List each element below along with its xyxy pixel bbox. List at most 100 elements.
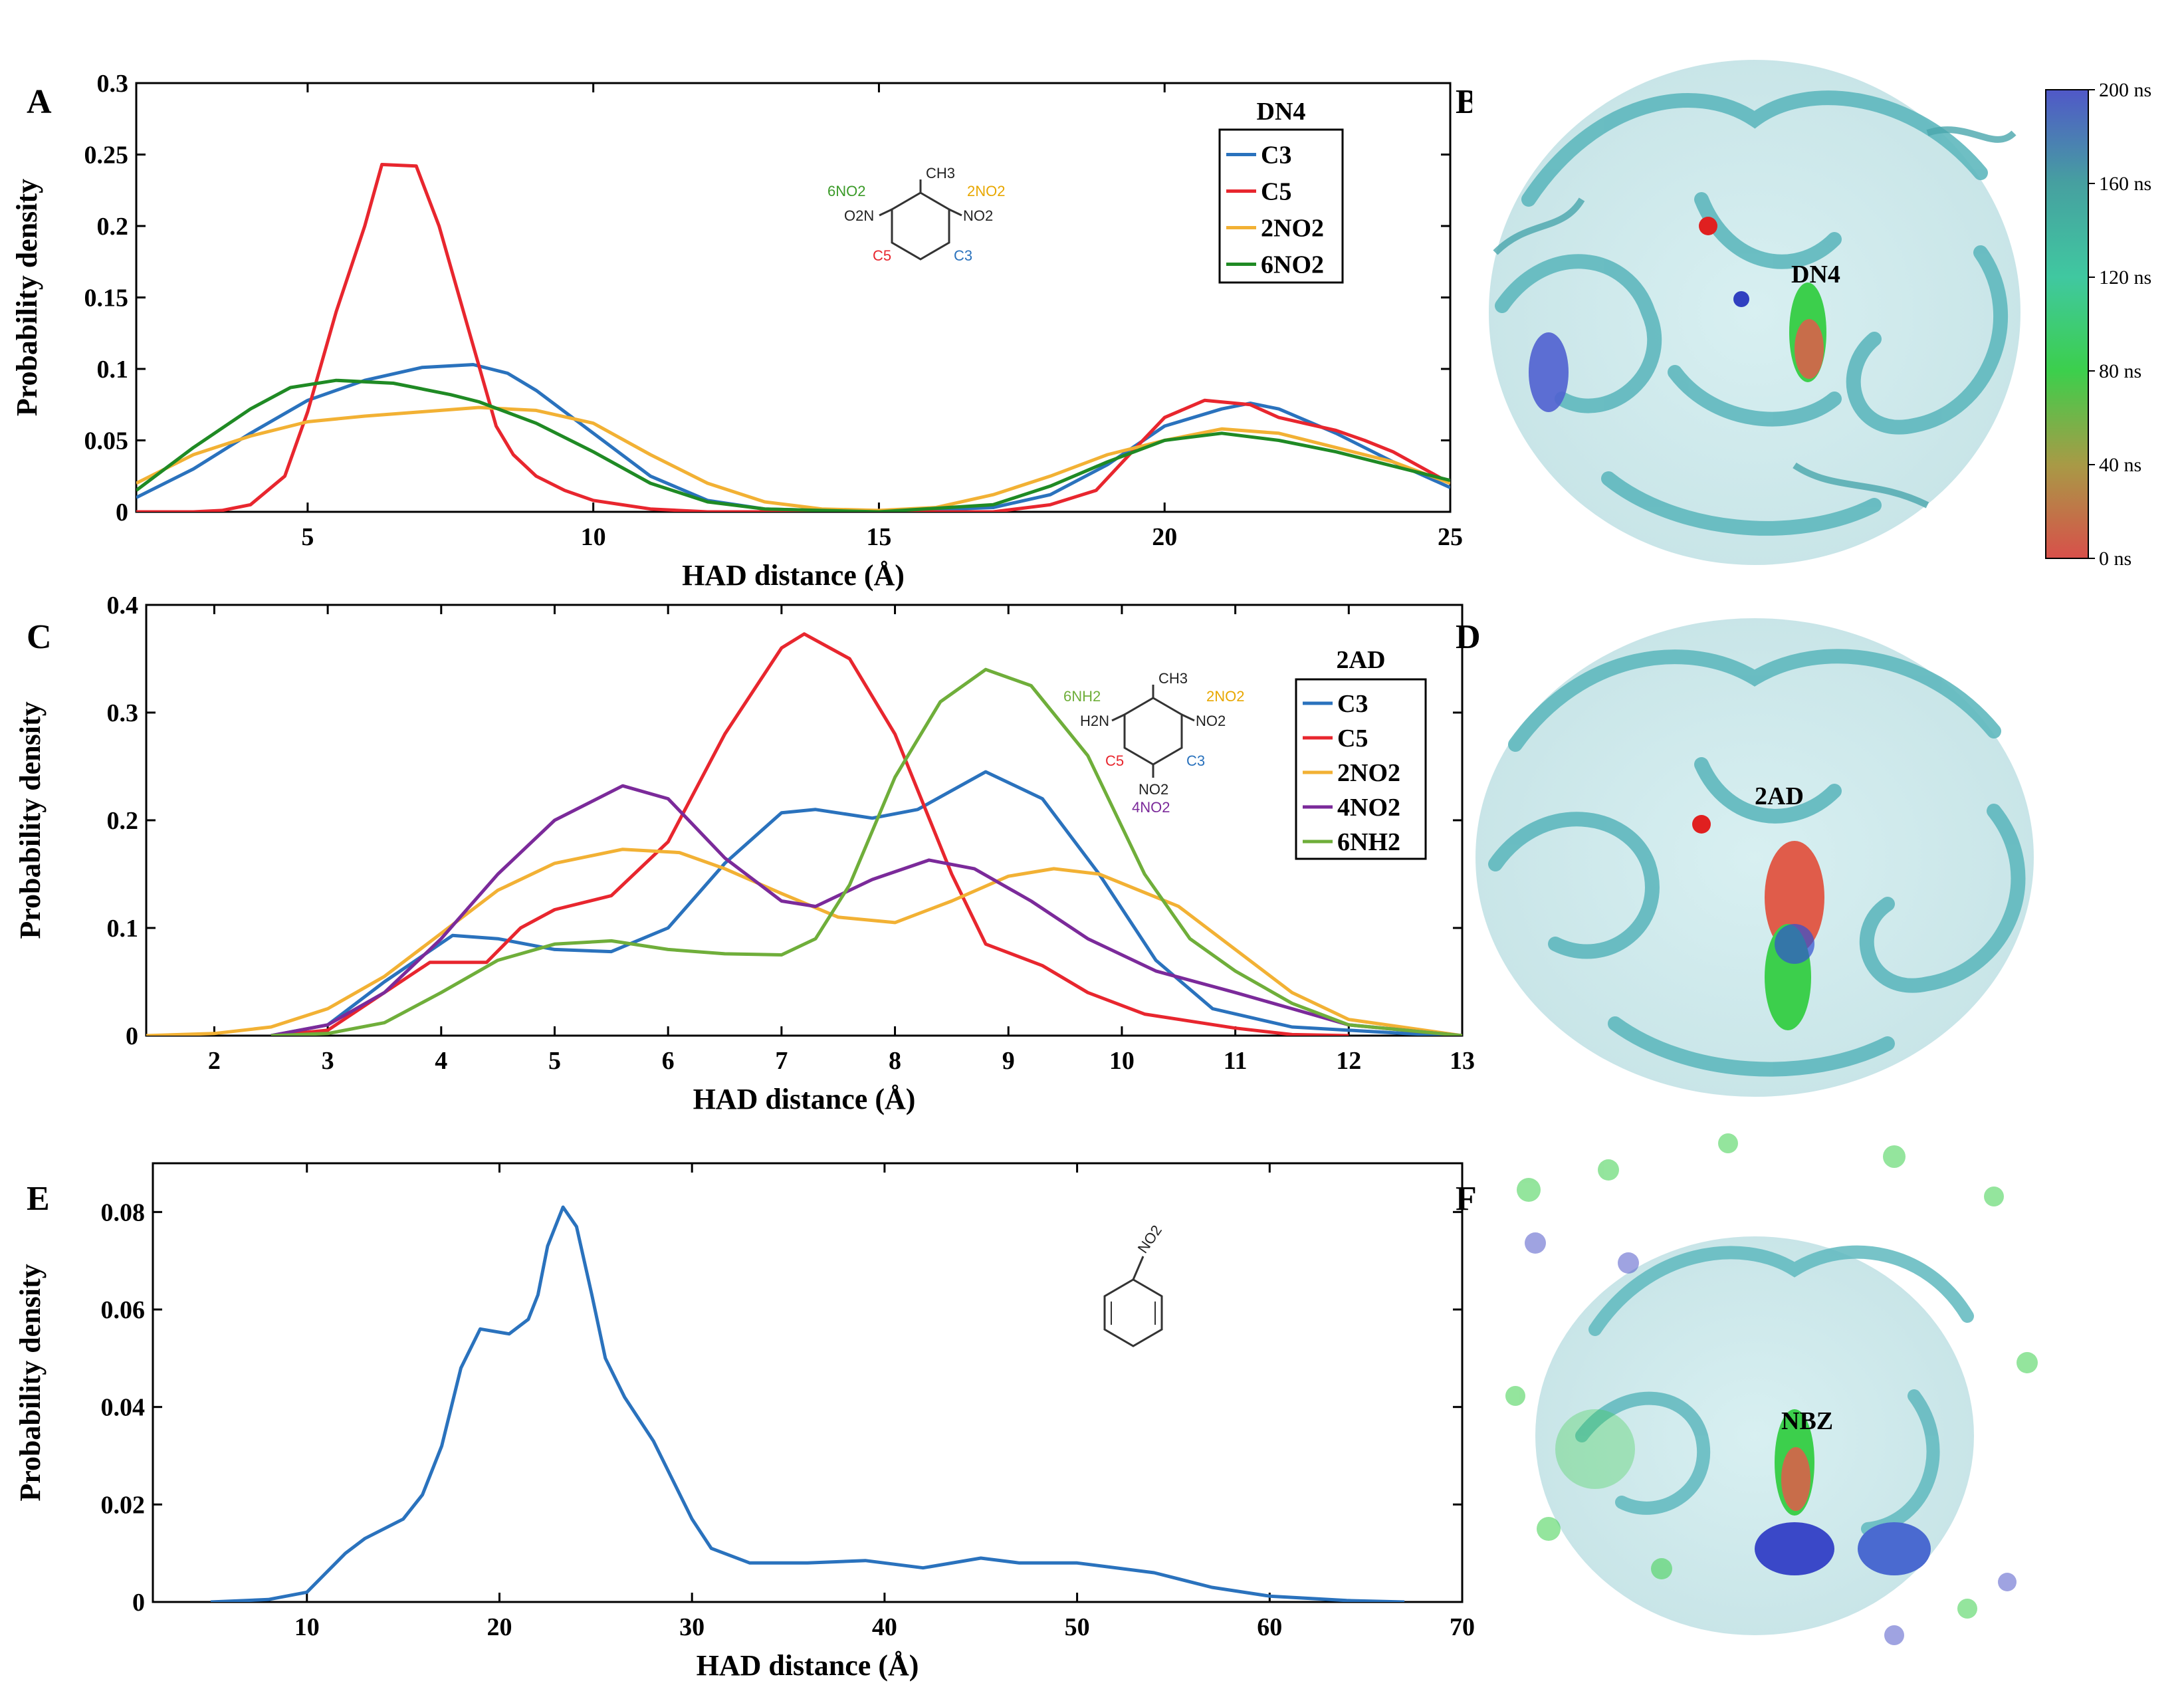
y-tick-label: 0.04 xyxy=(101,1394,146,1422)
molecule-structure-c: CH3 NO2 2NO2 H2N 6NH2 C5 C3 NO2 4NO2 xyxy=(1063,670,1244,816)
x-tick-label: 12 xyxy=(1336,1047,1361,1075)
ligand-label-dn4: DN4 xyxy=(1791,261,1840,288)
x-tick-label: 20 xyxy=(487,1613,512,1641)
x-tick-label: 15 xyxy=(866,523,891,551)
mol-a-6no2: 6NO2 xyxy=(827,183,865,199)
legend-entry: C5 xyxy=(1337,725,1368,752)
y-tick-label: 0.3 xyxy=(107,699,139,727)
series-line-nbz xyxy=(210,1205,1405,1602)
legend-box xyxy=(1295,678,1427,860)
legend-entry: C5 xyxy=(1261,178,1291,206)
x-tick-label: 25 xyxy=(1438,523,1463,551)
legend-entry: 2NO2 xyxy=(1261,215,1324,243)
y-tick-label: 0.4 xyxy=(107,592,139,620)
panel-label-c: C xyxy=(27,618,52,656)
molecule-structure-e: NO2 xyxy=(1103,1222,1165,1347)
mol-c-4no2: 4NO2 xyxy=(1132,799,1170,816)
mol-c-h2n: H2N xyxy=(1080,713,1109,729)
series-line-c5 xyxy=(136,163,1450,512)
x-tick-label: 6 xyxy=(662,1047,675,1075)
colorbar-tick-label: 200 ns xyxy=(2099,79,2151,101)
series-line-c3 xyxy=(271,770,1462,1036)
mol-e-no2: NO2 xyxy=(1135,1222,1165,1256)
y-tick-label: 0.3 xyxy=(97,70,129,98)
y-tick-label: 0.15 xyxy=(84,284,129,312)
panel-label-d: D xyxy=(1456,618,1481,656)
colorbar-tick-label: 80 ns xyxy=(2099,360,2141,382)
colorbar-tick-label: 160 ns xyxy=(2099,173,2151,195)
legend-entry: C3 xyxy=(1261,142,1291,170)
x-tick-label: 5 xyxy=(301,523,314,551)
series-line-2no2 xyxy=(136,405,1450,512)
chart-panel-e: 10 20 30 40 50 60 70 0 0.02 0.04 0.06 0.08 HAD dista… xyxy=(14,1162,1475,1682)
panel-label-e: E xyxy=(27,1180,50,1218)
x-tick-label: 4 xyxy=(435,1047,447,1075)
x-tick-label: 13 xyxy=(1450,1047,1475,1075)
x-tick-label: 40 xyxy=(872,1613,897,1641)
x-tick-label: 10 xyxy=(1109,1047,1135,1075)
y-axis-label: Probability density xyxy=(14,701,47,939)
legend-title: 2AD xyxy=(1337,646,1386,674)
mol-c-ch3: CH3 xyxy=(1158,670,1188,687)
legend-entry: 4NO2 xyxy=(1337,794,1400,822)
x-tick-label: 11 xyxy=(1224,1047,1248,1075)
y-tick-label: 0.08 xyxy=(101,1198,146,1226)
chart-panel-c: 2 3 4 5 6 7 8 9 10 11 12 13 0 0.1 0.2 0.3 0.4 HAD distanc… xyxy=(14,592,1475,1115)
mol-c-6nh2: 6NH2 xyxy=(1063,688,1101,705)
x-tick-label: 20 xyxy=(1152,523,1177,551)
ligand-label-nbz: NBZ xyxy=(1781,1407,1833,1435)
mol-a-2no2: 2NO2 xyxy=(967,183,1005,199)
colorbar-tick-label: 40 ns xyxy=(2099,454,2141,476)
mol-c-2no2: 2NO2 xyxy=(1206,688,1244,705)
y-tick-label: 0 xyxy=(116,499,128,526)
mol-a-no2: NO2 xyxy=(963,207,993,224)
y-tick-label: 0.06 xyxy=(101,1296,146,1324)
mol-a-c5: C5 xyxy=(873,247,891,264)
mol-c-c3: C3 xyxy=(1186,752,1205,769)
x-tick-label: 60 xyxy=(1257,1613,1282,1641)
y-tick-label: 0.25 xyxy=(84,142,129,170)
colorbar-tick-label: 120 ns xyxy=(2099,267,2151,288)
x-axis-label: HAD distance (Å) xyxy=(693,1083,916,1115)
panel-label-a: A xyxy=(27,83,52,121)
colorbar-tick-label: 0 ns xyxy=(2099,548,2131,570)
x-tick-label: 7 xyxy=(775,1047,788,1075)
x-tick-label: 9 xyxy=(1002,1047,1015,1075)
mol-a-c3: C3 xyxy=(954,247,972,264)
chart-panel-a: 5 10 15 20 25 0 0.05 0.1 0.15 0.2 0.25 0.3 HAD dista… xyxy=(11,70,1463,592)
x-tick-label: 50 xyxy=(1065,1613,1090,1641)
protein-image-d: 2AD xyxy=(1475,618,2034,1097)
legend-title: DN4 xyxy=(1257,98,1306,126)
protein-image-f: NBZ xyxy=(1505,1133,2038,1645)
colorbar: 200 ns 160 ns 120 ns 80 ns 40 ns 0 ns xyxy=(2045,79,2151,570)
legend-entry: 6NH2 xyxy=(1337,828,1400,856)
plot-area-frame xyxy=(152,1162,1464,1603)
x-axis-label: HAD distance (Å) xyxy=(697,1649,919,1682)
y-tick-label: 0 xyxy=(132,1589,145,1617)
legend-entry: 2NO2 xyxy=(1337,759,1400,787)
x-tick-label: 5 xyxy=(548,1047,561,1075)
mol-a-ch3: CH3 xyxy=(926,165,955,181)
molecule-structure-a: CH3 NO2 2NO2 O2N 6NO2 C5 C3 xyxy=(827,165,1005,264)
mol-c-c5: C5 xyxy=(1105,752,1124,769)
protein-image-b: DN4 xyxy=(1472,40,2037,585)
y-tick-label: 0.2 xyxy=(107,807,139,835)
series-line-4no2 xyxy=(271,784,1462,1036)
y-tick-label: 0.05 xyxy=(84,427,129,455)
x-tick-label: 10 xyxy=(294,1613,320,1641)
x-axis-label: HAD distance (Å) xyxy=(682,559,905,592)
series-line-2no2 xyxy=(146,848,1462,1036)
y-axis-label: Probability density xyxy=(14,1264,47,1501)
series-line-c5 xyxy=(271,632,1349,1036)
x-tick-label: 3 xyxy=(322,1047,334,1075)
legend-entry: C3 xyxy=(1337,690,1368,718)
mol-c-4-no2: NO2 xyxy=(1139,781,1168,798)
x-tick-label: 10 xyxy=(581,523,606,551)
y-tick-label: 0.1 xyxy=(107,915,139,943)
mol-c-no2: NO2 xyxy=(1196,713,1226,729)
x-tick-label: 30 xyxy=(679,1613,705,1641)
y-axis-label: Probability density xyxy=(11,179,43,416)
series-line-6nh2 xyxy=(271,667,1462,1036)
mol-a-o2n: O2N xyxy=(844,207,874,224)
